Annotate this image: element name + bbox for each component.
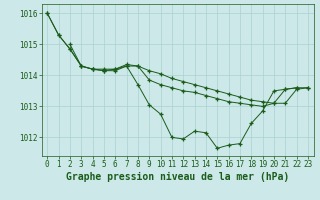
X-axis label: Graphe pression niveau de la mer (hPa): Graphe pression niveau de la mer (hPa) [66,172,289,182]
